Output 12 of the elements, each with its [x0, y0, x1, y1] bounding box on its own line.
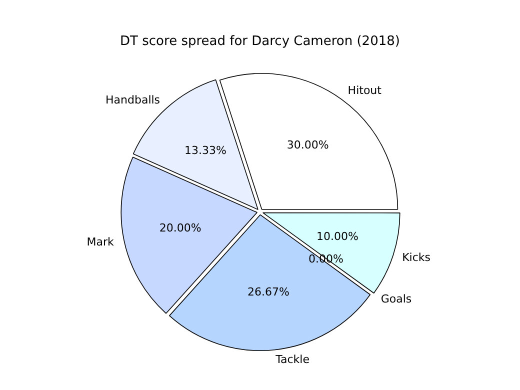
- slice-label: Kicks: [402, 250, 431, 264]
- slice-label: Hitout: [348, 84, 382, 97]
- category-label: Goals: [380, 292, 412, 306]
- data-label: 13.33%: [184, 144, 226, 158]
- slice-label: Handballs: [106, 94, 160, 107]
- data-label: 20.00%: [159, 222, 202, 235]
- slice-label: Tackle: [274, 353, 310, 366]
- data-label: 10.00%: [316, 230, 358, 243]
- data-label: 30.00%: [286, 138, 329, 152]
- slice-label: Mark: [86, 236, 115, 249]
- chart-title: DT score spread for Darcy Cameron (2018): [120, 34, 400, 50]
- data-label: 26.67%: [248, 286, 290, 299]
